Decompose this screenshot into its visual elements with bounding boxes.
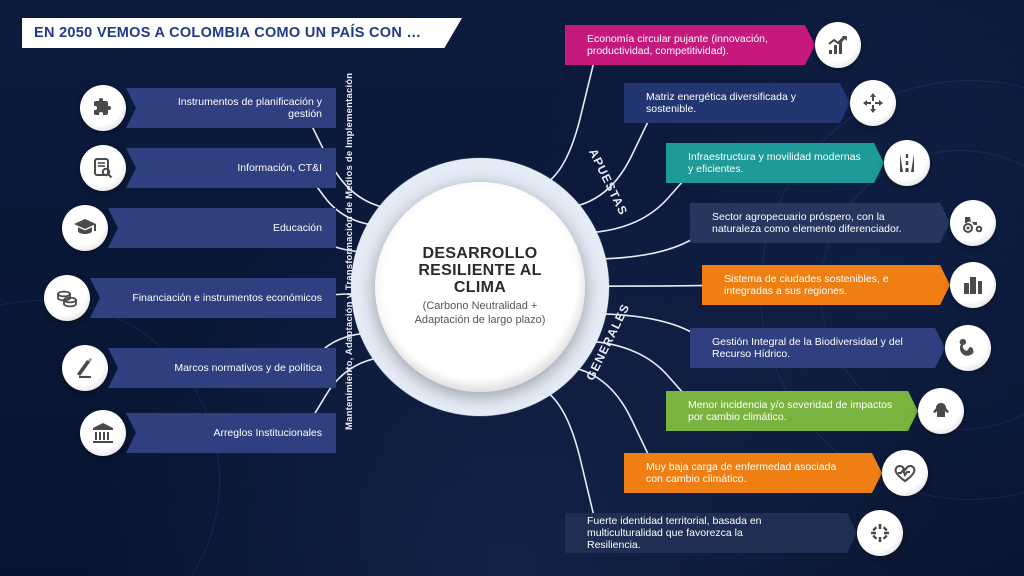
right-item: Infraestructura y movilidad modernas y e… [676,140,930,186]
hub-title: DESARROLLO RESILIENTE AL CLIMA [395,246,565,296]
item-label: Sector agropecuario próspero, con la nat… [712,211,922,235]
right-item: Economía circular pujante (innovación, p… [575,22,861,68]
grad-cap-icon [62,205,108,251]
item-label: Matriz energética diversificada y sosten… [646,91,832,115]
arrows-icon [850,80,896,126]
banner: Sector agropecuario próspero, con la nat… [690,203,950,243]
item-label: Información, CT&I [237,162,322,174]
banner: Marcos normativos y de política [108,348,336,388]
banner: Fuerte identidad territorial, basada en … [565,513,857,553]
item-label: Instrumentos de planificación y gestión [146,96,322,120]
right-item: Menor incidencia y/o severidad de impact… [676,388,964,434]
bio-icon [945,325,991,371]
right-item: Muy baja carga de enfermedad asociada co… [634,450,928,496]
left-item: Información, CT&I [80,145,326,191]
banner: Educación [108,208,336,248]
banner: Economía circular pujante (innovación, p… [565,25,815,65]
item-label: Financiación e instrumentos económicos [132,292,322,304]
banner: Financiación e instrumentos económicos [90,278,336,318]
right-item: Sector agropecuario próspero, con la nat… [700,200,996,246]
item-label: Muy baja carga de enfermedad asociada co… [646,461,856,485]
banner: Gestión Integral de la Biodiversidad y d… [690,328,945,368]
left-item: Instrumentos de planificación y gestión [80,85,326,131]
arc-left-label: Mantenimiento, Adaptación y Transformaci… [344,73,355,430]
item-label: Fuerte identidad territorial, basada en … [587,515,797,551]
banner: Arreglos Institucionales [126,413,336,453]
banner: Muy baja carga de enfermedad asociada co… [624,453,882,493]
puzzle-icon [80,85,126,131]
banner: Matriz energética diversificada y sosten… [624,83,850,123]
left-item: Marcos normativos y de política [62,345,326,391]
banner: Sistema de ciudades sostenibles, e integ… [702,265,950,305]
item-label: Educación [273,222,322,234]
left-item: Financiación e instrumentos económicos [44,275,326,321]
right-item: Gestión Integral de la Biodiversidad y d… [700,325,991,371]
books-icon [62,345,108,391]
heart-icon [882,450,928,496]
item-label: Marcos normativos y de política [174,362,322,374]
growth-icon [815,22,861,68]
item-label: Infraestructura y movilidad modernas y e… [688,151,866,175]
tractor-icon [950,200,996,246]
institution-icon [80,410,126,456]
doc-search-icon [80,145,126,191]
item-label: Arreglos Institucionales [213,427,322,439]
right-item: Sistema de ciudades sostenibles, e integ… [712,262,996,308]
banner: Menor incidencia y/o severidad de impact… [666,391,918,431]
item-label: Menor incidencia y/o severidad de impact… [688,399,898,423]
right-item: Matriz energética diversificada y sosten… [634,80,896,126]
hands-icon [918,388,964,434]
left-item: Arreglos Institucionales [80,410,326,456]
hub-subtitle: (Carbono Neutralidad + Adaptación de lar… [395,300,565,328]
city-icon [950,262,996,308]
banner: Información, CT&I [126,148,336,188]
banner: Infraestructura y movilidad modernas y e… [666,143,884,183]
banner: Instrumentos de planificación y gestión [126,88,336,128]
left-item: Educación [62,205,326,251]
road-icon [884,140,930,186]
item-label: Sistema de ciudades sostenibles, e integ… [724,273,932,297]
pattern-icon [857,510,903,556]
coins-icon [44,275,90,321]
item-label: Economía circular pujante (innovación, p… [587,33,797,57]
right-item: Fuerte identidad territorial, basada en … [575,510,903,556]
item-label: Gestión Integral de la Biodiversidad y d… [712,336,922,360]
hub-center: DESARROLLO RESILIENTE AL CLIMA (Carbono … [375,182,585,392]
